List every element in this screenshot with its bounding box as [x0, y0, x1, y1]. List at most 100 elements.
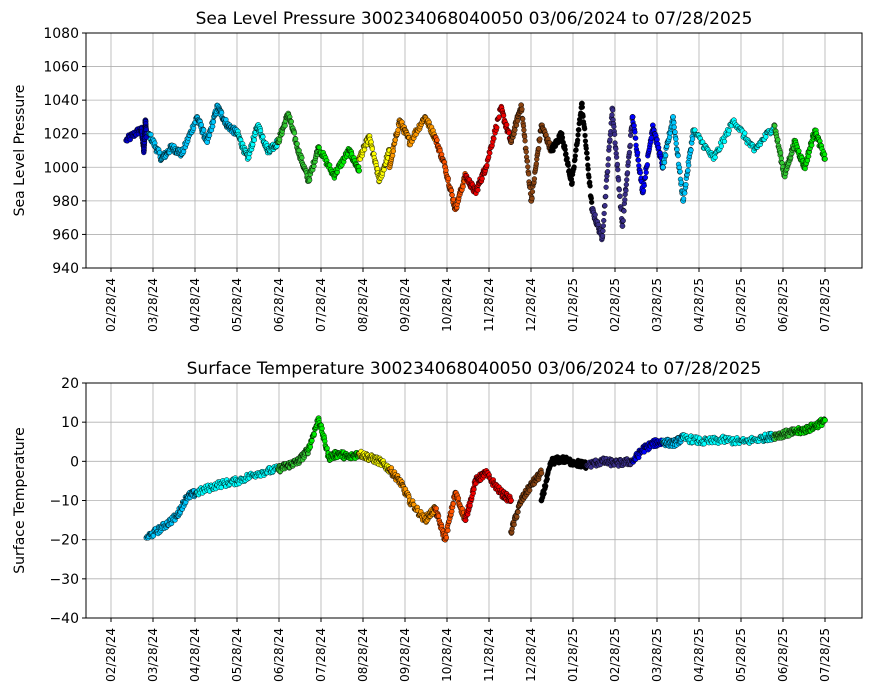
data-point: [605, 169, 611, 175]
data-point: [525, 164, 531, 170]
data-point: [515, 509, 521, 515]
data-point: [544, 476, 550, 482]
data-point: [677, 168, 683, 175]
data-point: [491, 136, 497, 142]
data-points: [143, 415, 828, 543]
x-tick-label: 04/28/25: [692, 278, 706, 332]
x-tick-label: 08/28/24: [356, 278, 370, 332]
data-point: [611, 123, 617, 130]
data-point: [307, 444, 314, 450]
data-point: [571, 164, 577, 170]
data-point: [589, 199, 595, 205]
data-point: [582, 126, 588, 132]
data-point: [572, 153, 578, 159]
data-point: [602, 202, 608, 209]
data-point: [726, 128, 732, 134]
data-point: [580, 113, 586, 119]
data-point: [514, 514, 520, 520]
data-point: [806, 153, 812, 159]
data-point: [633, 135, 639, 141]
x-tick-label: 11/28/24: [482, 628, 496, 682]
x-tick-label: 05/28/25: [734, 628, 748, 682]
x-tick-label: 06/28/24: [272, 628, 286, 682]
data-point: [671, 124, 677, 130]
y-axis-label: Surface Temperature: [12, 427, 28, 573]
data-point: [595, 221, 601, 228]
data-point: [309, 438, 315, 444]
x-tick-label: 04/28/24: [188, 628, 202, 682]
y-tick-label: 20: [61, 376, 79, 392]
x-tick-label: 03/28/24: [146, 628, 160, 682]
data-point: [600, 223, 606, 229]
series-5: [356, 448, 393, 475]
data-point: [576, 127, 582, 133]
data-point: [390, 152, 396, 159]
data-point: [450, 196, 457, 203]
data-point: [299, 155, 305, 161]
data-point: [583, 145, 589, 151]
data-point: [496, 114, 502, 120]
data-point: [688, 147, 694, 153]
data-point: [603, 184, 609, 190]
y-tick-label: 960: [52, 227, 79, 243]
data-point: [582, 132, 588, 139]
data-point: [508, 497, 514, 504]
x-tick-label: 09/28/24: [398, 278, 412, 332]
data-point: [541, 490, 547, 497]
data-point: [628, 132, 634, 138]
data-point: [623, 182, 629, 188]
data-point: [605, 162, 611, 168]
x-tick-label: 02/28/25: [608, 628, 622, 682]
x-tick-label: 03/28/24: [146, 278, 160, 332]
x-tick-label: 03/28/25: [650, 278, 664, 332]
y-tick-label: −40: [49, 611, 79, 627]
data-point: [575, 137, 581, 143]
y-tick-label: −30: [49, 572, 79, 588]
data-point: [218, 484, 224, 491]
y-tick-label: 10: [61, 415, 79, 431]
data-point: [150, 533, 157, 539]
x-tick-label: 09/28/24: [398, 628, 412, 682]
data-point: [538, 470, 545, 476]
data-point: [443, 534, 450, 541]
data-point: [450, 501, 457, 507]
data-point: [251, 137, 257, 143]
data-point: [685, 167, 691, 174]
data-point: [579, 104, 585, 110]
data-point: [629, 114, 636, 120]
data-point: [615, 177, 622, 183]
y-tick-label: 1020: [43, 127, 79, 143]
x-tick-label: 04/28/24: [188, 278, 202, 332]
data-point: [307, 177, 313, 183]
data-point: [435, 513, 442, 519]
series-14: [680, 430, 778, 447]
data-point: [575, 132, 581, 138]
data-point: [640, 188, 647, 194]
x-tick-label: 01/28/25: [566, 628, 580, 682]
data-point: [778, 155, 784, 161]
data-point: [148, 131, 154, 138]
data-point: [559, 134, 566, 141]
data-point: [511, 521, 517, 528]
data-point: [294, 141, 300, 147]
data-point: [479, 176, 485, 182]
data-point: [605, 156, 612, 162]
data-point: [569, 179, 575, 186]
series-10: [538, 454, 590, 504]
data-point: [504, 122, 510, 128]
data-point: [625, 159, 631, 165]
x-tick-label: 06/28/24: [272, 278, 286, 332]
x-tick-label: 05/28/24: [230, 628, 244, 682]
data-point: [529, 189, 536, 195]
y-tick-label: −10: [49, 494, 79, 510]
data-point: [210, 123, 216, 130]
data-point: [692, 127, 698, 133]
data-point: [742, 130, 748, 136]
data-point: [524, 158, 531, 164]
data-point: [661, 159, 668, 166]
data-point: [635, 150, 641, 156]
data-point: [763, 134, 769, 140]
y-tick-label: 980: [52, 194, 79, 210]
data-point: [686, 162, 692, 168]
